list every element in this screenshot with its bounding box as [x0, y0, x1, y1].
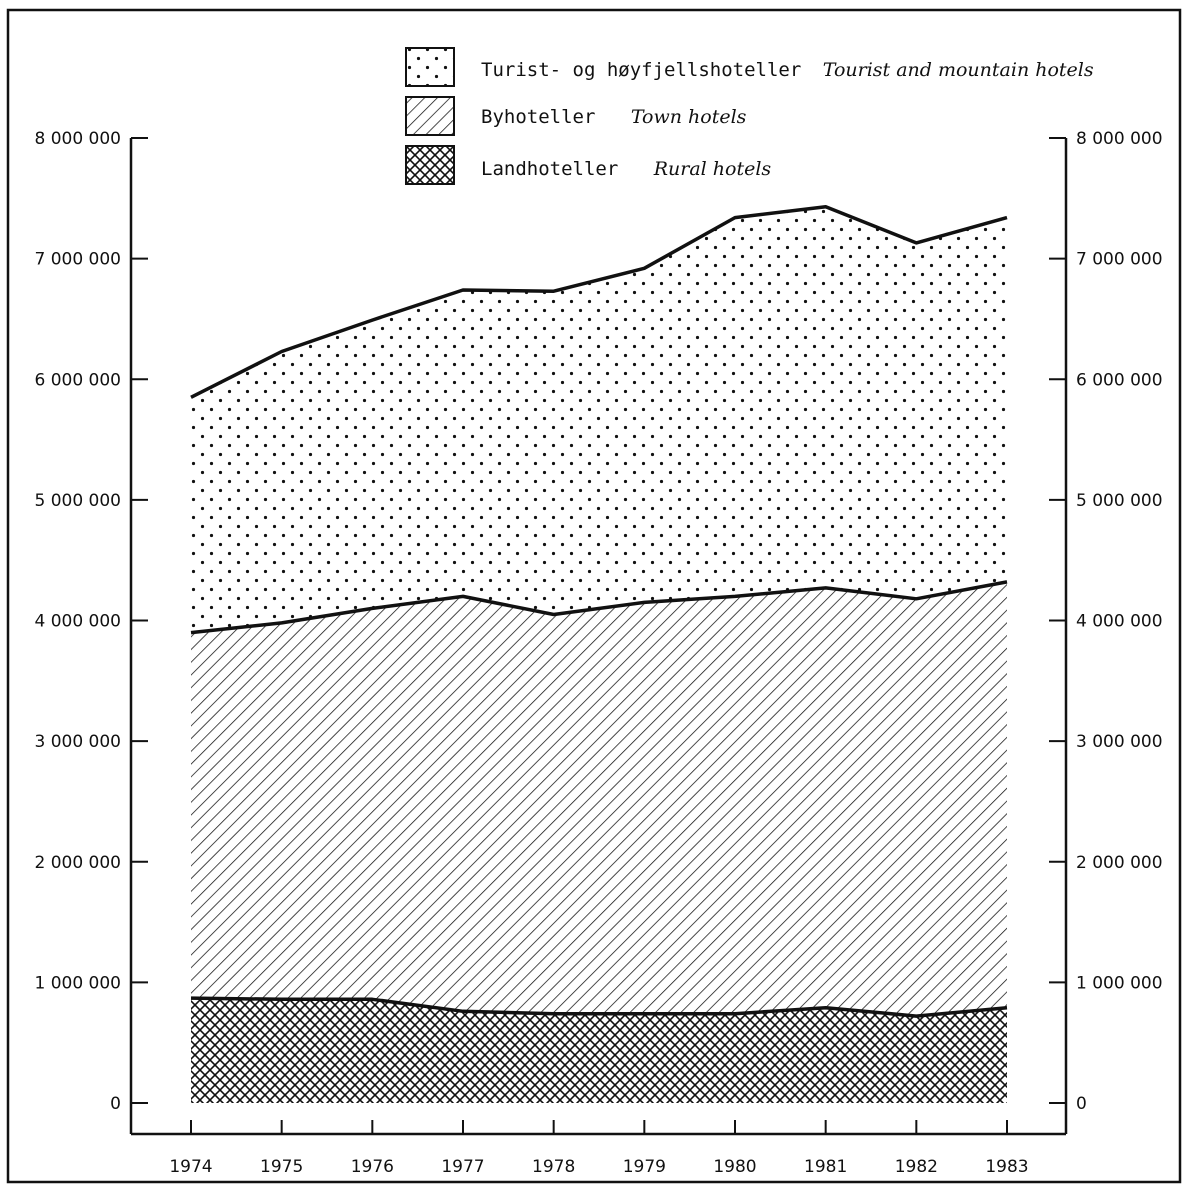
y-tick-label-left: 1 000 000 [34, 973, 121, 993]
x-tick-label: 1975 [260, 1157, 303, 1177]
x-tick-label: 1976 [351, 1157, 394, 1177]
x-tick-label: 1974 [169, 1157, 212, 1177]
legend-label-rural-en: Rural hotels [653, 158, 772, 180]
y-tick-label-right: 6 000 000 [1076, 370, 1163, 390]
legend-swatch-crosshatch [405, 145, 455, 185]
y-tick-label-left: 2 000 000 [34, 853, 121, 873]
y-tick-label-left: 3 000 000 [34, 732, 121, 752]
y-tick-label-left: 0 [110, 1094, 121, 1114]
y-tick-label-left: 5 000 000 [34, 491, 121, 511]
y-tick-label-left: 6 000 000 [34, 370, 121, 390]
legend-item-rural: Landhoteller Rural hotels [405, 145, 771, 185]
y-tick-label-right: 5 000 000 [1076, 491, 1163, 511]
line-top-rural-hotels [190, 996, 1008, 1018]
legend-label-tourist-en: Tourist and mountain hotels [823, 59, 1094, 81]
y-ticks-right: 0 1 000 000 2 000 000 3 000 000 4 000 000 5 0… [1049, 129, 1163, 1114]
y-tick-label-right: 7 000 000 [1076, 250, 1163, 270]
x-tick-label: 1981 [804, 1157, 847, 1177]
y-ticks-left: 0 1 000 000 2 000 000 3 000 000 4 000 000 5 0… [34, 129, 148, 1114]
legend: Turist- og høyfjellshoteller Tourist and… [405, 47, 1094, 185]
y-tick-label-left: 7 000 000 [34, 250, 121, 270]
y-tick-label-right: 1 000 000 [1076, 973, 1163, 993]
line-top-town-hotels [190, 580, 1008, 635]
area-town-hotels [191, 581, 1007, 1017]
y-tick-label-right: 0 [1076, 1094, 1087, 1114]
y-tick-label-left: 4 000 000 [34, 612, 121, 632]
area-rural-hotels [191, 998, 1007, 1103]
legend-label-town-en: Town hotels [631, 106, 747, 128]
legend-swatch-dots [405, 47, 455, 87]
legend-item-tourist: Turist- og høyfjellshoteller Tourist and… [405, 47, 1094, 87]
svg-text:Landhoteller Rural hot: Landhoteller Rural hotels [481, 158, 771, 180]
y-tick-label-right: 4 000 000 [1076, 612, 1163, 632]
x-tick-label: 1980 [713, 1157, 756, 1177]
x-tick-label: 1978 [532, 1157, 575, 1177]
legend-label-town-no: Byhoteller [481, 106, 595, 128]
y-tick-label-right: 3 000 000 [1076, 732, 1163, 752]
line-top-tourist-hotels [190, 205, 1008, 399]
series-outlines [190, 205, 1008, 1018]
page-frame [6, 8, 1182, 1184]
svg-text:Byhoteller Town hotels: Byhoteller Town hotels [481, 106, 747, 128]
y-tick-label-right: 2 000 000 [1076, 853, 1163, 873]
y-tick-label-right: 8 000 000 [1076, 129, 1163, 149]
legend-label-rural-no: Landhoteller [481, 158, 618, 180]
x-ticks: 1974 1975 1976 1977 1978 1979 1980 1981 1982 1983 [169, 1120, 1029, 1177]
x-tick-label: 1977 [441, 1157, 484, 1177]
x-tick-label: 1983 [985, 1157, 1028, 1177]
legend-swatch-diagonal [405, 96, 455, 136]
legend-label-tourist-no: Turist- og høyfjellshoteller [481, 59, 801, 81]
legend-item-town: Byhoteller Town hotels [405, 96, 747, 136]
x-tick-label: 1982 [895, 1157, 938, 1177]
x-tick-label: 1979 [623, 1157, 666, 1177]
area-tourist-hotels [191, 206, 1007, 633]
y-tick-label-left: 8 000 000 [34, 129, 121, 149]
svg-text:Turist- og høyfjellshoteller: Turist- og høyfjellshoteller Tourist and… [481, 59, 1094, 81]
